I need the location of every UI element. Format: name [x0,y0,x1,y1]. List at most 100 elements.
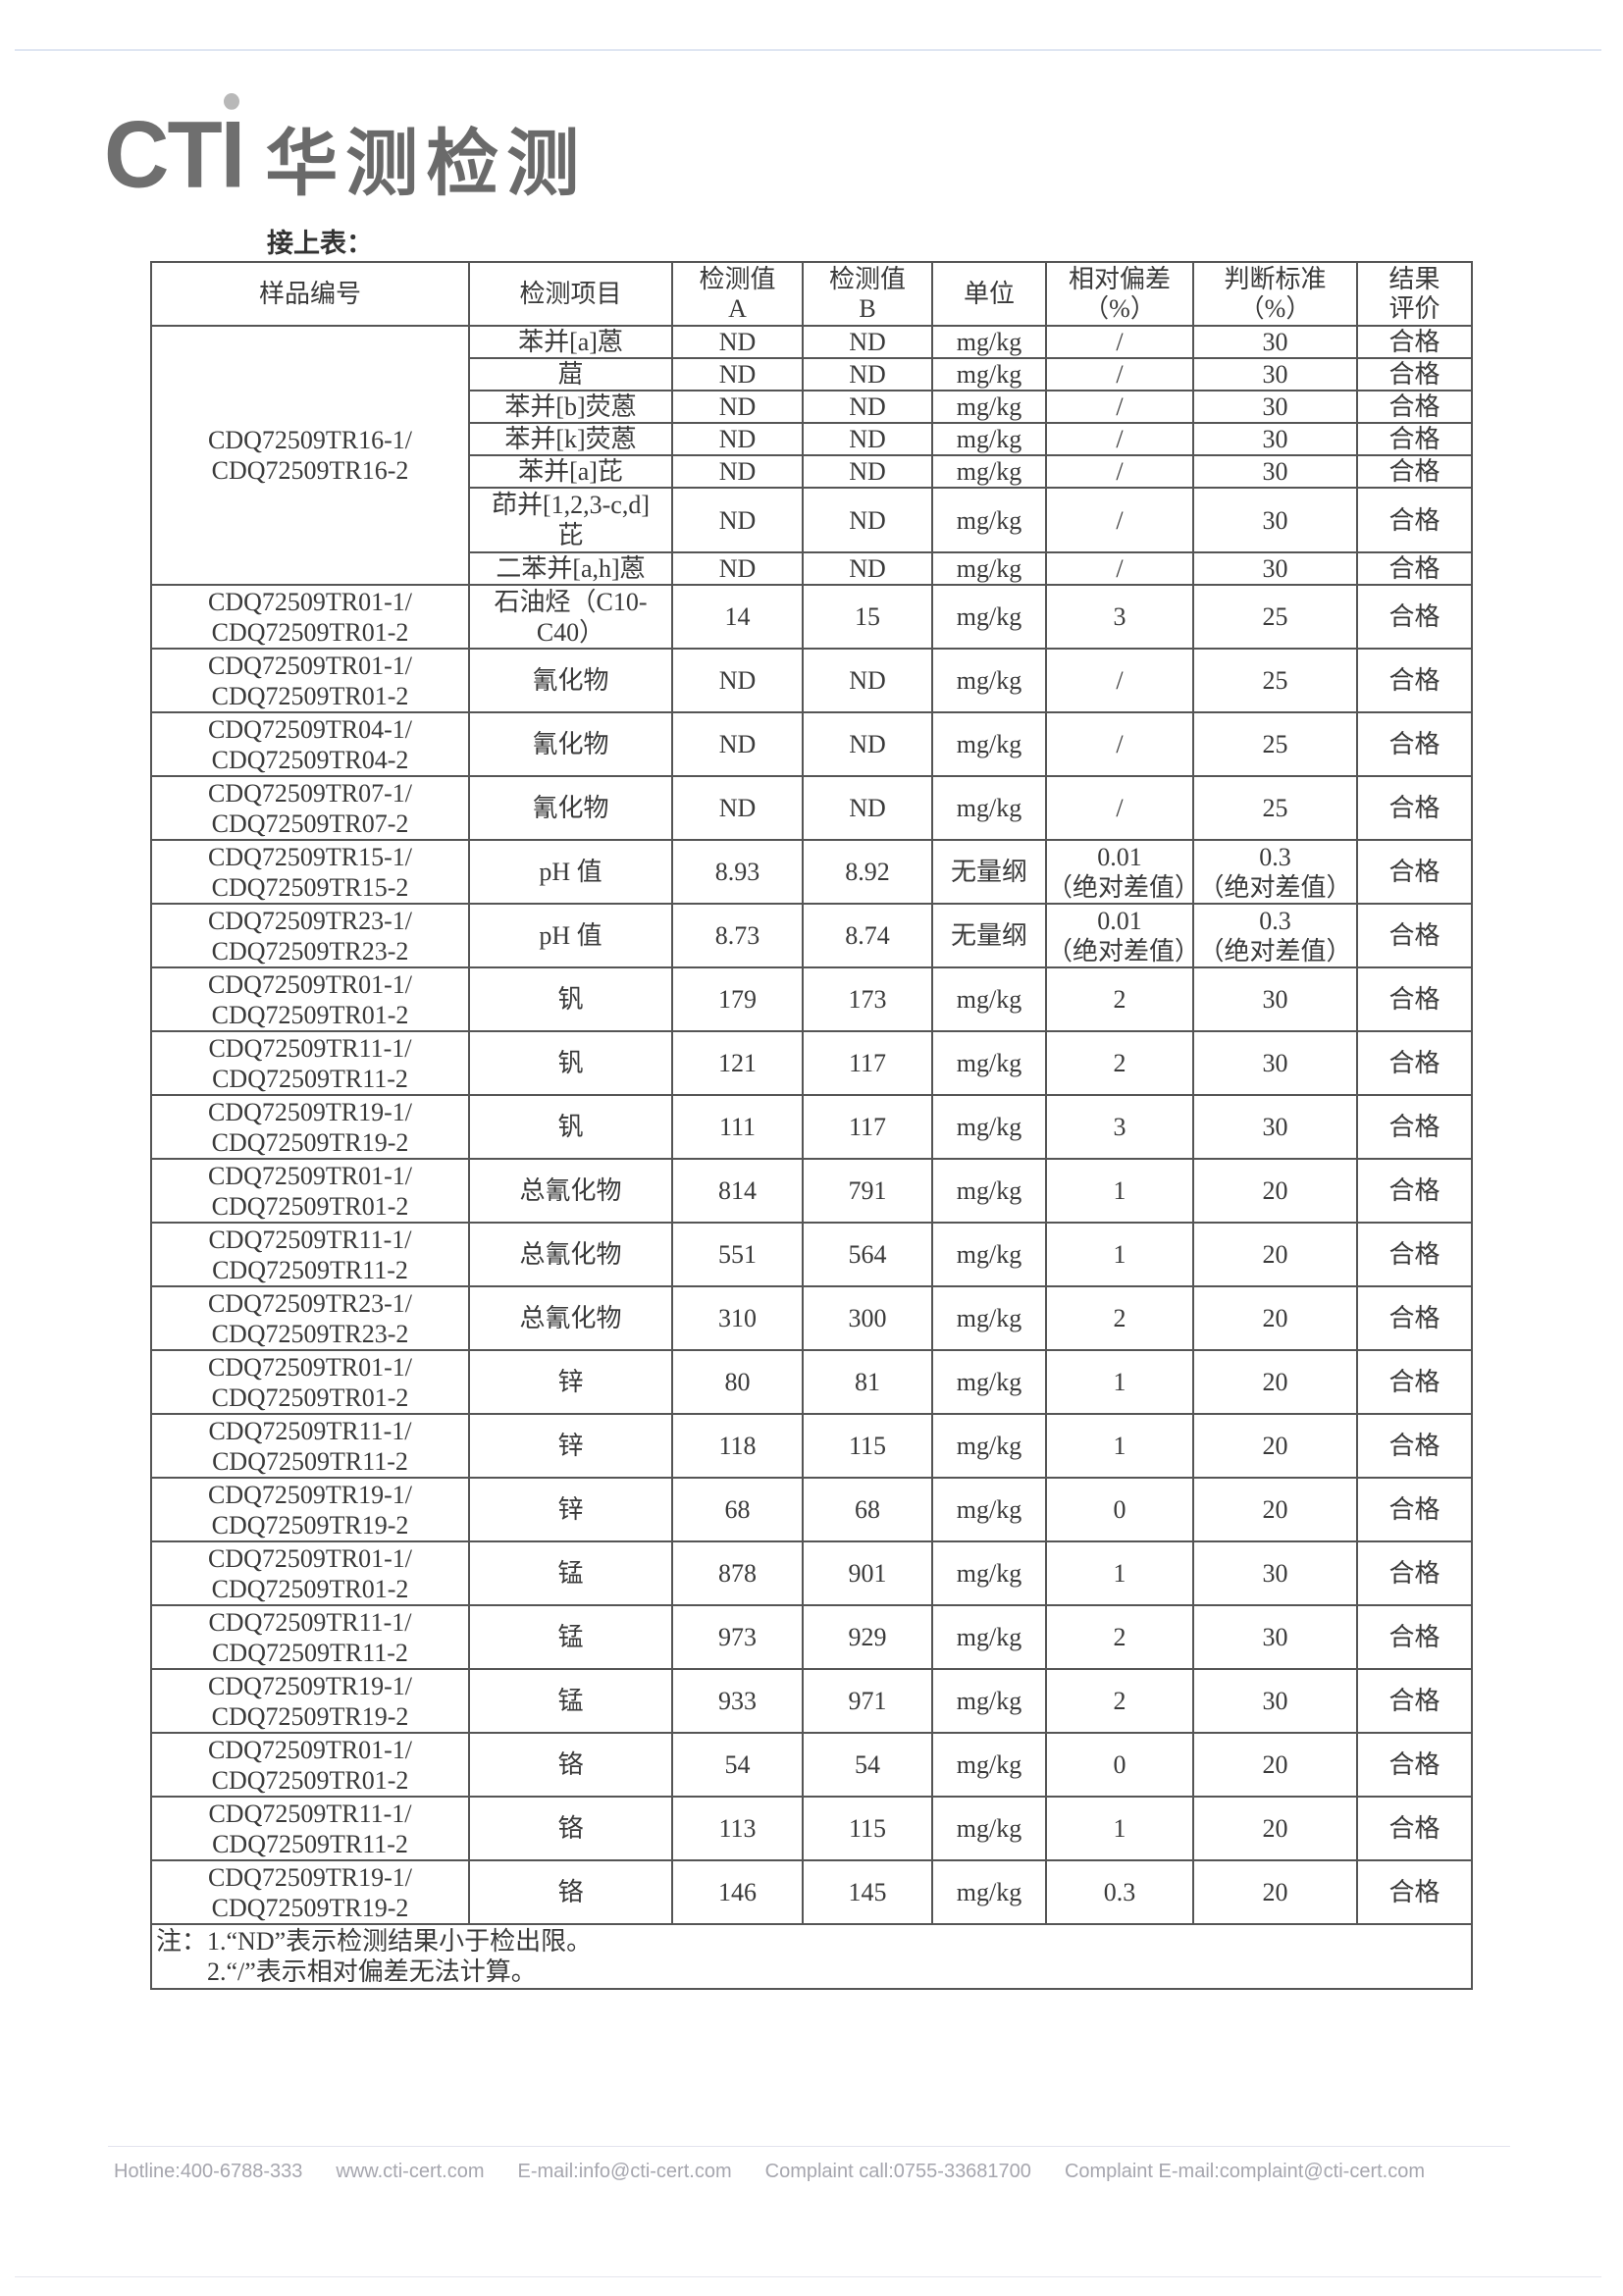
sample-id: CDQ72509TR19-1/CDQ72509TR19-2 [150,1477,470,1542]
result: 合格 [1356,1477,1473,1542]
table-row: CDQ72509TR19-1/CDQ72509TR19-2 锌 68 68 mg/kg 0… [150,1477,1473,1542]
table-row: CDQ72509TR01-1/CDQ72509TR01-2 铬 54 54 mg/kg 0… [150,1732,1473,1798]
criterion: 30 [1192,422,1358,456]
logo-chinese: 华测检测 [265,122,588,206]
sample-id-line: CDQ72509TR15-2 [211,872,409,902]
relative-deviation: 1 [1045,1222,1194,1287]
unit: mg/kg [931,1158,1047,1224]
criterion-line: 0.3 [1259,906,1291,935]
value-b: 68 [802,1477,933,1542]
result: 合格 [1356,1668,1473,1734]
sample-id-line: CDQ72509TR01-1/ [208,587,412,616]
value-a: 80 [671,1349,804,1415]
sample-id-line: CDQ72509TR04-1/ [208,714,412,744]
sample-id: CDQ72509TR01-1/CDQ72509TR01-2 [150,1158,470,1224]
value-b: ND [802,711,933,777]
criterion: 25 [1192,648,1358,713]
sample-id-line: CDQ72509TR01-2 [211,1383,409,1412]
test-item: 总氰化物 [468,1285,673,1351]
result: 合格 [1356,903,1473,968]
table-row: 茚并[1,2,3-c,d] 芘 ND ND mg/kg/30 合格 [151,487,1473,553]
criterion-line: （绝对差值） [1198,936,1352,965]
criterion: 20 [1192,1349,1358,1415]
relative-deviation: 2 [1045,1030,1194,1096]
sample-id: CDQ72509TR07-1/CDQ72509TR07-2 [150,775,470,841]
logo-text: CTI [104,93,245,202]
column-header: 结果 评价 [1356,261,1473,327]
sample-id-line: CDQ72509TR11-1/ [208,1799,412,1828]
test-item: 苯并[a]芘 [468,454,673,489]
criterion: 20 [1192,1796,1358,1861]
value-b: 791 [802,1158,933,1224]
value-b: ND [802,487,933,553]
sample-id-line: CDQ72509TR19-2 [211,1893,409,1922]
test-item: 总氰化物 [468,1158,673,1224]
relative-deviation: / [1045,325,1194,359]
relative-deviation: 1 [1045,1796,1194,1861]
sample-id-line: CDQ72509TR01-2 [211,1765,409,1795]
value-a: 310 [671,1285,804,1351]
table-row: 苯并[a]芘 ND ND mg/kg/30 合格 [151,454,1473,489]
sample-id: CDQ72509TR01-1/CDQ72509TR01-2 [150,584,470,650]
table-row: 䓛 ND ND mg/kg/30 合格 [151,357,1473,391]
criterion: 30 [1192,551,1358,586]
value-a: 8.73 [671,903,804,968]
sample-id-line: CDQ72509TR19-1/ [208,1097,412,1126]
column-header-line: 评价 [1388,293,1440,323]
sample-id-line: CDQ72509TR23-1/ [208,1288,412,1318]
table-row: CDQ72509TR01-1/CDQ72509TR01-2 石油烃（C10-C40… [150,584,1473,650]
result: 合格 [1356,487,1473,553]
result: 合格 [1356,1285,1473,1351]
sample-id: CDQ72509TR11-1/CDQ72509TR11-2 [150,1030,470,1096]
result: 合格 [1356,966,1473,1032]
value-a: 54 [671,1732,804,1798]
result: 合格 [1356,325,1473,359]
relative-deviation-line: （绝对差值） [1047,936,1201,965]
sample-id: CDQ72509TR01-1/CDQ72509TR01-2 [150,966,470,1032]
test-item: 苯并[k]荧蒽 [468,422,673,456]
test-item: 锌 [468,1349,673,1415]
value-b: 901 [802,1540,933,1606]
sample-id-line: CDQ72509TR01-1/ [208,1543,412,1573]
top-divider [15,49,1601,51]
relative-deviation: 0.01 （绝对差值） [1045,903,1201,968]
sample-id: CDQ72509TR01-1/CDQ72509TR01-2 [150,648,470,713]
test-results-table: 样品编号 检测项目 检测值 A 检测值 B 单位 相对偏差 （%） 判断标准 （%） 结果 评价 CDQ… [150,261,1473,1990]
unit: mg/kg [931,1732,1047,1798]
relative-deviation: / [1045,551,1194,586]
relative-deviation: 2 [1045,1285,1194,1351]
unit: mg/kg [931,648,1047,713]
unit: mg/kg [931,454,1047,489]
relative-deviation: / [1045,357,1194,391]
relative-deviation: 1 [1045,1413,1194,1479]
table-header-row: 样品编号 检测项目 检测值 A 检测值 B 单位 相对偏差 （%） 判断标准 （%） 结果 评价 [150,261,1473,327]
value-b: 929 [802,1604,933,1670]
criterion: 20 [1192,1413,1358,1479]
result: 合格 [1356,390,1473,424]
sample-id: CDQ72509TR11-1/CDQ72509TR11-2 [150,1413,470,1479]
table-row: CDQ72509TR23-1/CDQ72509TR23-2 pH 值 8.73 8.7… [150,903,1473,968]
test-item: 总氰化物 [468,1222,673,1287]
table-row: CDQ72509TR16-1/CDQ72509TR16-2 苯并[a]蒽 ND ND m… [150,325,1473,586]
criterion: 20 [1192,1222,1358,1287]
result: 合格 [1356,551,1473,586]
test-item: 锰 [468,1668,673,1734]
table-row: 苯并[b]荧蒽 ND ND mg/kg/30 合格 [151,390,1473,424]
sample-id-line: CDQ72509TR01-2 [211,681,409,710]
unit: mg/kg [931,487,1047,553]
table-row: CDQ72509TR01-1/CDQ72509TR01-2 锌 80 81 mg/kg 1… [150,1349,1473,1415]
sample-id-line: CDQ72509TR23-2 [211,1319,409,1348]
criterion: 30 [1192,1604,1358,1670]
value-b: 54 [802,1732,933,1798]
unit: mg/kg [931,1796,1047,1861]
value-a: ND [671,648,804,713]
value-b: ND [802,551,933,586]
sample-id-line: CDQ72509TR11-2 [212,1638,408,1667]
value-a: 111 [671,1094,804,1160]
sample-id-line: CDQ72509TR04-2 [211,745,409,774]
sample-id-line: CDQ72509TR01-1/ [208,969,412,999]
column-header-line: A [728,293,747,323]
value-b: 117 [802,1094,933,1160]
sample-id-line: CDQ72509TR19-1/ [208,1862,412,1892]
footer-website: www.cti-cert.com [336,2161,485,2182]
